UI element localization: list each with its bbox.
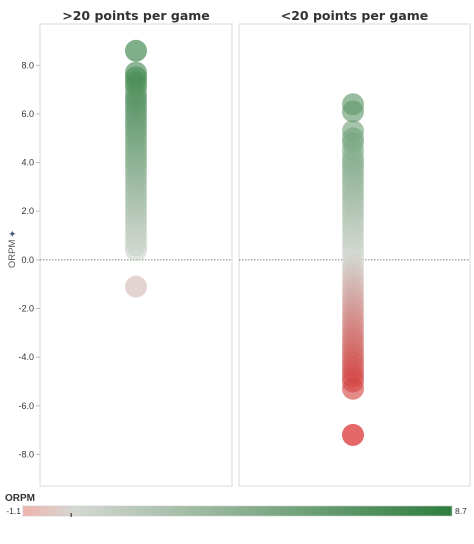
data-point[interactable] xyxy=(125,239,147,262)
panel-title-low-scorers: <20 points per game xyxy=(281,8,429,23)
y-tick-label: -4.0 xyxy=(18,352,34,362)
data-point[interactable] xyxy=(342,100,364,123)
y-tick-label: 4.0 xyxy=(21,158,34,168)
legend-color-bar[interactable] xyxy=(22,505,453,517)
legend-title: ORPM xyxy=(5,493,35,504)
data-point[interactable] xyxy=(125,275,147,298)
panel-frame-0 xyxy=(39,23,233,487)
data-point[interactable] xyxy=(125,39,147,62)
y-tick-label: 6.0 xyxy=(21,109,34,119)
y-tick-label: 0.0 xyxy=(21,255,34,265)
y-axis-title-group[interactable]: ORPM ✦ xyxy=(7,230,19,268)
data-point[interactable] xyxy=(342,377,364,400)
y-tick-label: -2.0 xyxy=(18,303,34,313)
pin-icon[interactable]: ✦ xyxy=(8,230,19,238)
y-tick-label: -6.0 xyxy=(18,401,34,411)
y-axis-title: ORPM xyxy=(7,240,18,269)
legend-max-label: 8.7 xyxy=(455,506,467,516)
legend-min-label: -1.1 xyxy=(6,506,21,516)
y-tick-label: 2.0 xyxy=(21,206,34,216)
panel-title-high-scorers: >20 points per game xyxy=(62,8,210,23)
y-tick-label: 8.0 xyxy=(21,60,34,70)
y-tick-label: -8.0 xyxy=(18,449,34,459)
panel-frame-1 xyxy=(238,23,471,487)
data-point[interactable] xyxy=(342,423,364,446)
